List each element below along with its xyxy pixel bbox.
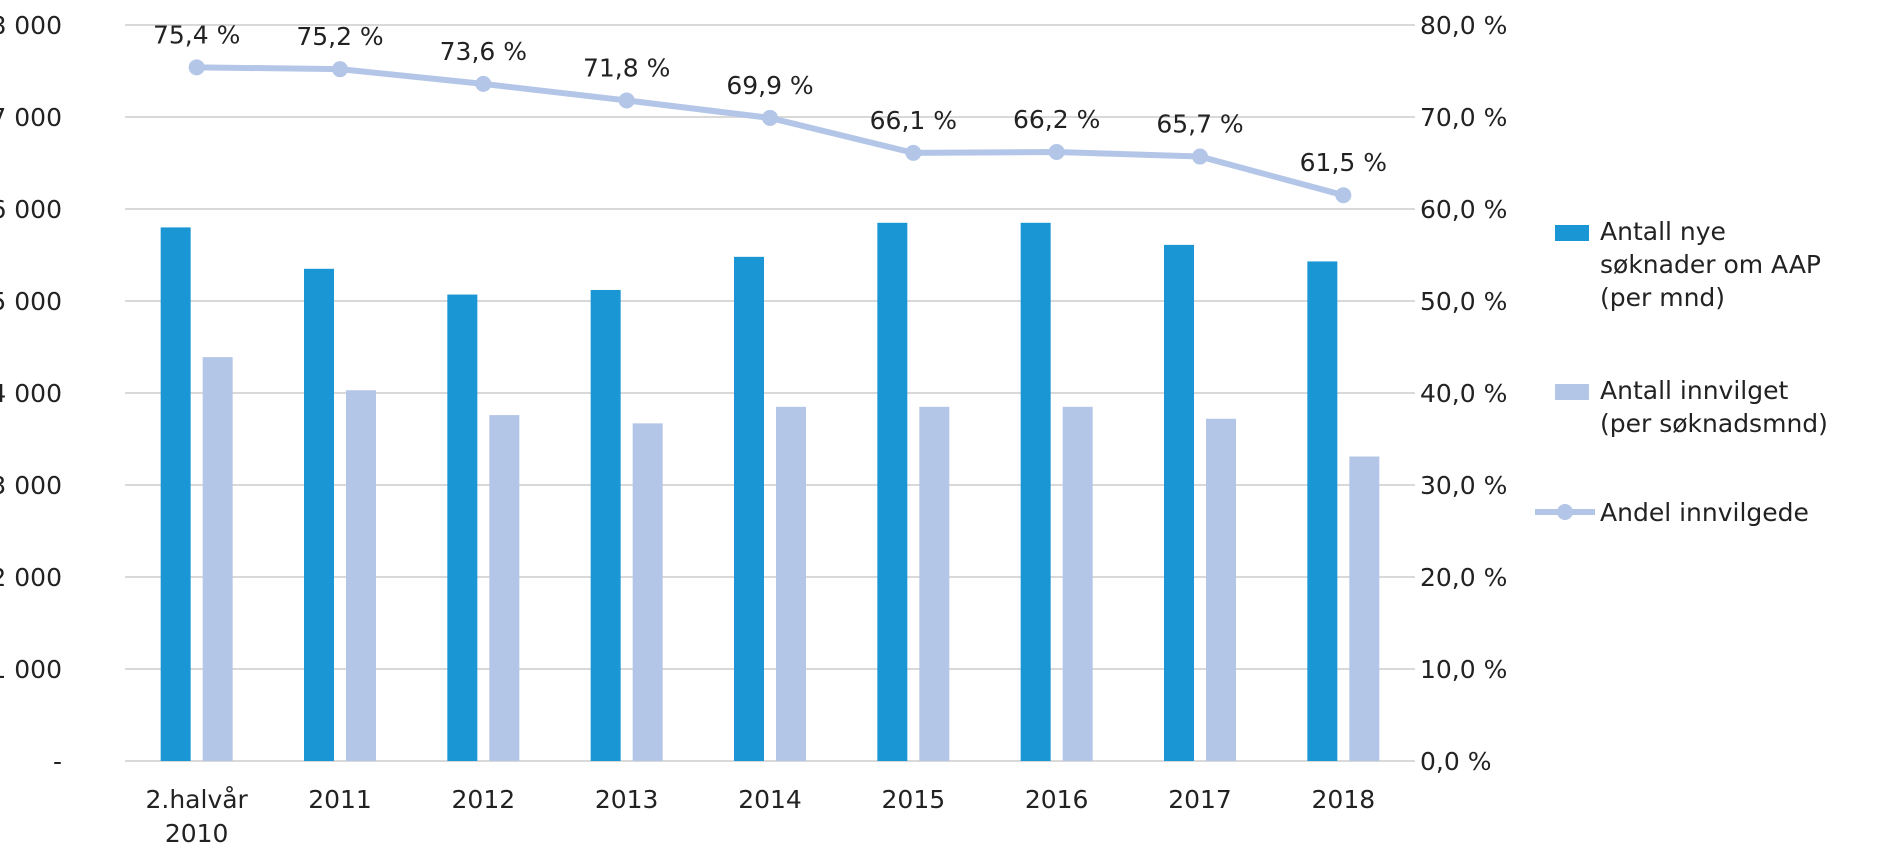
line-point [762,109,778,126]
left-axis-tick: 3 000 [0,471,62,500]
x-axis-label: 2017 [1168,785,1232,814]
bar-innvilget [632,423,663,761]
right-axis-tick: 40,0 % [1420,379,1507,408]
bar-nye-soknader [1020,222,1051,762]
data-label: 66,2 % [1013,105,1100,134]
left-axis-tick: - [53,747,62,776]
x-axis-label-line: 2.halvår [145,785,248,814]
bar-innvilget [346,390,376,761]
x-axis-label: 2015 [882,785,946,814]
legend-label: (per mnd) [1600,283,1725,312]
bar-nye-soknader [1164,244,1194,761]
bar-nye-soknader [877,222,908,762]
x-axis-label: 2.halvår 2010 [145,785,248,848]
bar-innvilget [919,406,950,761]
legend-label: Antall innvilget [1600,376,1788,405]
legend-label: Antall nye [1600,217,1726,246]
line-point [475,75,492,92]
legend-label: søknader om AAP [1600,250,1821,279]
right-axis-tick: 10,0 % [1420,655,1507,684]
bar-innvilget [1206,418,1236,761]
left-axis-tick: 5 000 [0,287,62,316]
line-point [618,92,635,109]
bar-nye-soknader [590,289,621,761]
left-axis-tick: 7 000 [0,103,62,132]
x-axis-label: 2016 [1025,785,1089,814]
x-axis-label-line: 2010 [165,819,229,848]
data-label: 69,9 % [726,71,813,100]
line-point [188,59,205,76]
right-axis-tick: 80,0 % [1420,11,1507,40]
line-point [905,144,922,161]
line-point [1192,148,1208,165]
legend-label: Andel innvilgede [1600,498,1809,527]
right-axis-tick: 70,0 % [1420,103,1507,132]
x-axis-label: 2012 [452,785,516,814]
bar-innvilget [1062,406,1093,761]
left-axis-tick: 2 000 [0,563,62,592]
data-label: 73,6 % [440,37,527,66]
bar-innvilget [489,415,520,761]
x-axis-label: 2013 [595,785,659,814]
bar-innvilget [202,357,233,761]
x-axis-label: 2011 [308,785,372,814]
bar-nye-soknader [160,227,191,761]
data-label: 65,7 % [1156,110,1243,139]
line-point [1048,143,1065,160]
right-axis-tick: 50,0 % [1420,287,1507,316]
bar-innvilget [776,406,806,761]
right-axis-tick: 30,0 % [1420,471,1507,500]
right-axis-tick: 20,0 % [1420,563,1507,592]
data-label: 75,2 % [296,22,383,51]
legend-swatch-innvilget [1555,384,1589,400]
left-axis-tick: 4 000 [0,379,62,408]
legend-swatch-nye-soknader [1555,225,1589,241]
bar-nye-soknader [304,268,334,761]
data-label: 75,4 % [153,20,240,49]
legend-swatch-marker [1557,504,1573,520]
line-point [1335,187,1352,204]
right-axis-tick: 60,0 % [1420,195,1507,224]
x-axis-label: 2014 [738,785,802,814]
data-label: 71,8 % [583,53,670,82]
line-point [332,61,348,78]
left-axis-tick: 8 000 [0,11,62,40]
right-axis-tick: 0,0 % [1420,747,1491,776]
x-axis-label: 2018 [1312,785,1376,814]
left-axis-tick: 1 000 [0,655,62,684]
bar-nye-soknader [734,256,764,761]
bar-nye-soknader [447,294,478,761]
bar-nye-soknader [1307,261,1338,761]
data-label: 66,1 % [870,106,957,135]
bar-innvilget [1349,456,1380,761]
left-axis-tick: 6 000 [0,195,62,224]
data-label: 61,5 % [1300,148,1387,177]
legend-label: (per søknadsmnd) [1600,409,1828,438]
